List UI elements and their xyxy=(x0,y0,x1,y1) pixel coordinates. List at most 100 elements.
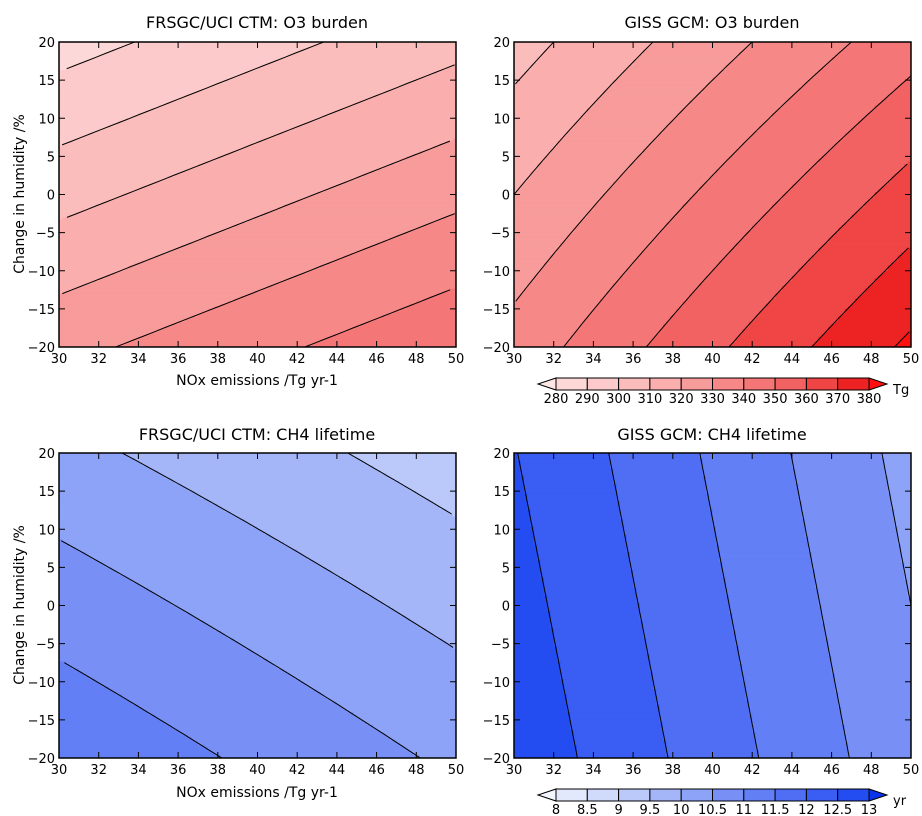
contour-band-cell xyxy=(557,247,647,252)
contour-band-cell xyxy=(563,691,657,696)
contour-band-cell xyxy=(709,498,800,502)
colorbar-label: 330 xyxy=(700,392,725,407)
contour-band-cell xyxy=(59,123,116,127)
contour-band-cell xyxy=(547,595,638,599)
contour-band-cell xyxy=(369,245,456,249)
contour-band-cell xyxy=(580,115,677,119)
contour-band-cell xyxy=(264,212,456,216)
contour-band-cell xyxy=(818,250,905,254)
contour-band-cell xyxy=(603,296,690,300)
contour-band-cell xyxy=(72,64,262,69)
contour-band-cell xyxy=(514,666,561,670)
contour-band-cell xyxy=(738,54,836,58)
contour-band-cell xyxy=(188,242,378,246)
contour-band-cell xyxy=(514,141,558,145)
contour-band-cell xyxy=(801,516,896,520)
contour-band-cell xyxy=(752,133,846,137)
contour-band-cell xyxy=(897,85,911,89)
contour-band-cell xyxy=(831,666,911,670)
contour-band-cell xyxy=(514,557,538,561)
contour-band-cell xyxy=(333,110,456,114)
contour-band-cell xyxy=(406,615,456,619)
x-tick-label: 34 xyxy=(130,352,147,367)
contour-band-cell xyxy=(514,636,555,640)
contour-band-cell xyxy=(715,169,810,173)
contour-band-cell xyxy=(550,255,641,259)
colorbar-label: 13 xyxy=(861,803,878,816)
contour-band-cell xyxy=(514,480,525,485)
contour-band-cell xyxy=(907,582,911,586)
contour-band-cell xyxy=(399,480,456,485)
contour-band-cell xyxy=(313,341,456,346)
contour-band-cell xyxy=(439,143,456,147)
colorbar-units: Tg xyxy=(892,383,909,398)
contour-band-cell xyxy=(277,207,456,211)
contour-band-cell xyxy=(626,536,717,541)
contour-band-cell xyxy=(719,166,813,170)
contour-band-cell xyxy=(907,580,911,584)
contour-band-cell xyxy=(646,648,740,652)
contour-band-cell xyxy=(514,559,542,563)
contour-band-cell xyxy=(520,293,608,297)
contour-band-cell xyxy=(613,478,707,482)
contour-band-cell xyxy=(141,585,358,589)
contour-band-cell xyxy=(570,128,664,132)
y-tick-label: 20 xyxy=(493,447,510,462)
contour-band-cell xyxy=(62,217,255,221)
colorbar-label: 11.5 xyxy=(761,803,790,816)
contour-band-cell xyxy=(738,146,833,150)
contour-band-cell xyxy=(566,702,657,706)
colorbar-segment xyxy=(680,788,714,802)
x-tick-label: 36 xyxy=(625,763,642,778)
contour-band-cell xyxy=(514,130,568,135)
contour-band-cell xyxy=(514,580,545,584)
contour-band-cell xyxy=(128,577,345,581)
contour-band-cell xyxy=(719,552,813,556)
contour-band-cell xyxy=(520,186,611,191)
contour-band-cell xyxy=(533,534,628,538)
contour-band-cell xyxy=(831,671,911,675)
contour-band-cell xyxy=(748,321,836,325)
contour-band-cell xyxy=(514,176,528,180)
contour-band-cell xyxy=(59,615,196,619)
contour-band-cell xyxy=(59,136,83,140)
contour-band-cell xyxy=(887,486,911,490)
contour-band-cell xyxy=(419,151,456,155)
contour-band-cell xyxy=(446,67,456,71)
contour-band-cell xyxy=(626,549,720,553)
contour-band-cell xyxy=(105,275,295,279)
contour-band-cell xyxy=(59,506,222,510)
contour-band-cell xyxy=(580,219,671,224)
contour-band-cell xyxy=(432,633,456,637)
contour-band-cell xyxy=(514,752,578,757)
contour-band-cell xyxy=(735,636,826,640)
contour-band-cell xyxy=(752,719,843,724)
contour-band-cell xyxy=(725,577,816,581)
contour-band-cell xyxy=(59,174,176,178)
contour-band-cell xyxy=(59,186,143,191)
contour-band-cell xyxy=(274,663,456,668)
contour-band-cell xyxy=(59,181,156,185)
contour-band-cell xyxy=(732,615,823,619)
contour-band-cell xyxy=(386,90,456,94)
contour-band-cell xyxy=(669,316,757,320)
contour-band-cell xyxy=(59,80,226,84)
contour-band-cell xyxy=(85,59,275,63)
contour-band-cell xyxy=(514,235,568,239)
contour-band-cell xyxy=(848,44,911,48)
contour-band-cell xyxy=(791,453,882,457)
contour-band-cell xyxy=(59,610,186,614)
contour-band-cell xyxy=(240,643,450,647)
contour-band-cell xyxy=(403,232,456,236)
contour-band-cell xyxy=(881,100,911,104)
contour-band-cell xyxy=(514,755,578,758)
contour-band-cell xyxy=(514,702,568,706)
contour-band-cell xyxy=(181,483,404,487)
contour-band-cell xyxy=(59,735,189,739)
contour-band-cell xyxy=(514,184,522,188)
contour-band-cell xyxy=(520,184,614,188)
contour-band-cell xyxy=(59,651,255,655)
contour-band-cell xyxy=(274,536,456,541)
contour-band-cell xyxy=(801,503,892,507)
contour-band-cell xyxy=(68,544,288,548)
